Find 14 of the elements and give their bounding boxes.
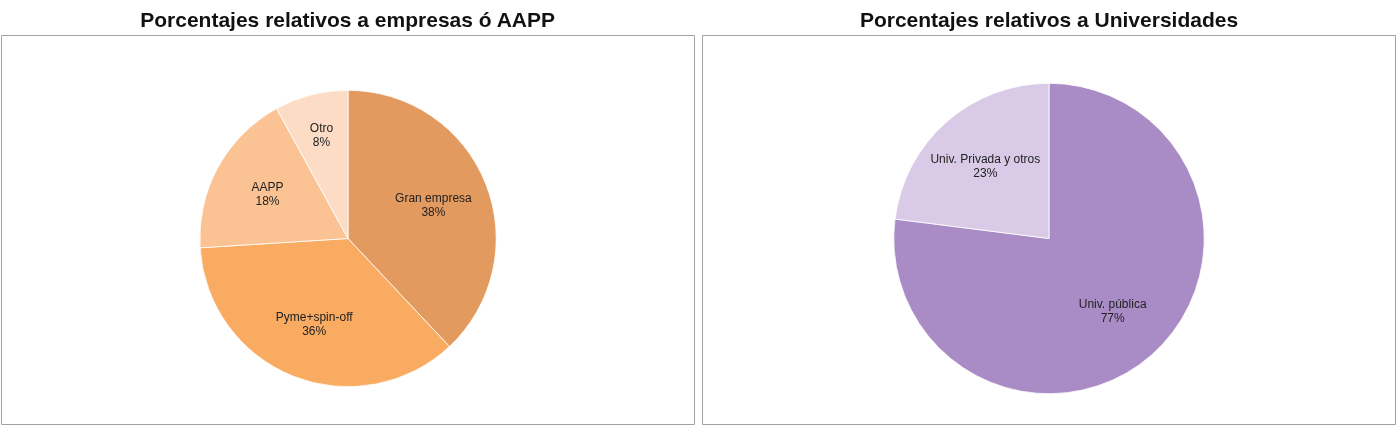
chart-title: Porcentajes relativos a Universidades — [859, 7, 1239, 31]
slice-label: Pyme+spin-off — [275, 309, 354, 324]
chart-title: Porcentajes relativos a empresas ó AAPP — [140, 7, 555, 31]
slice-label: Univ. Privada y otros — [930, 152, 1041, 167]
slice-label: Univ. pública — [1078, 296, 1147, 311]
slice-label: Gran empresa — [395, 190, 473, 205]
data-label: 36% — [302, 323, 327, 338]
data-label: 23% — [973, 166, 998, 181]
data-label: 38% — [421, 204, 446, 219]
data-label: 77% — [1100, 310, 1125, 325]
slice-label: AAPP — [251, 180, 284, 195]
data-label: 18% — [255, 194, 280, 209]
data-label: 8% — [312, 135, 331, 150]
slice-label: Otro — [309, 121, 334, 136]
